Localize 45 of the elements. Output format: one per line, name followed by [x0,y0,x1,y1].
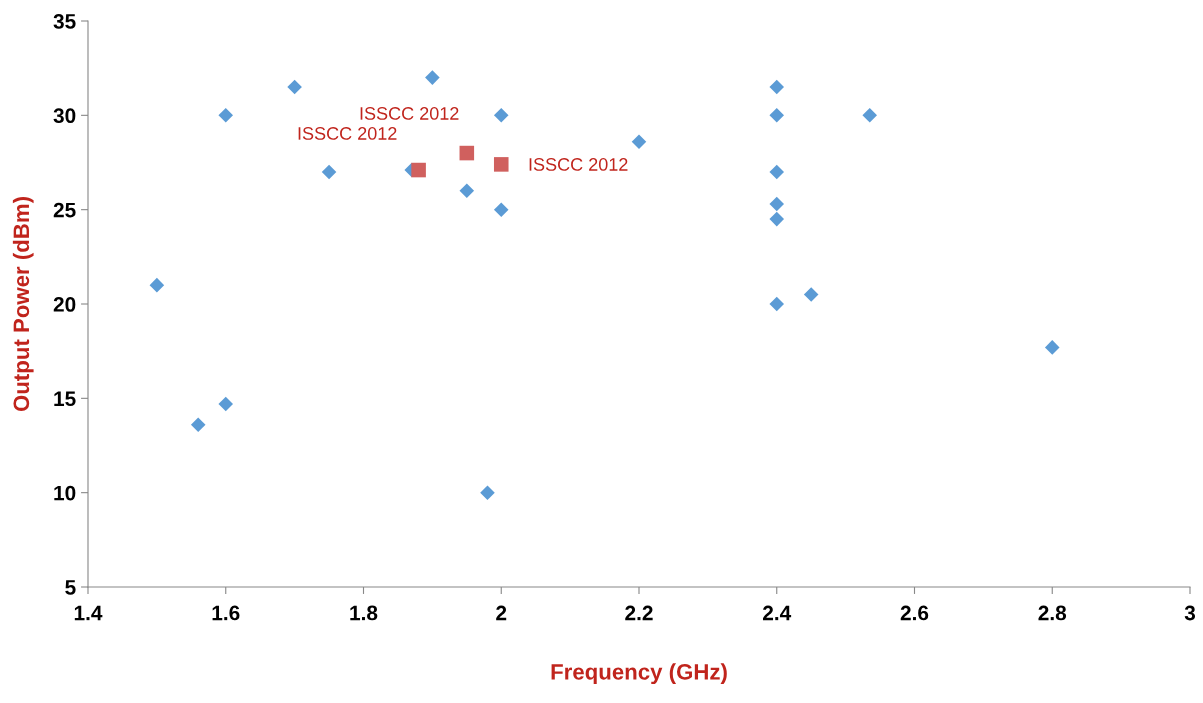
point [769,79,785,95]
x-tick-label: 2.2 [625,605,653,621]
point [287,79,302,95]
x-tick-label: 2.4 [762,605,792,621]
y-axis-title: Output Power (dBm) [12,197,34,412]
point [769,296,785,312]
point [803,287,819,302]
x-tick-label: 2 [496,605,507,621]
x-tick-label: 1.6 [212,605,240,621]
annotation: ISSCC 2012 [529,158,628,171]
x-tick-label: 1.8 [350,605,378,621]
point [862,108,878,123]
x-tick-label: 3 [1184,605,1196,621]
point [321,164,337,180]
point [425,70,440,85]
point [769,164,785,180]
x-tick-label: 2.6 [900,605,929,621]
point [149,277,165,293]
point [218,108,234,123]
point [411,162,426,178]
point [769,211,785,227]
point [459,145,475,161]
x-axis-title: Frequency (GHz) [551,663,727,685]
x-tick-label: 1.4 [74,605,103,621]
y-tick-label: 25 [53,202,76,218]
point [631,134,647,150]
point [493,157,509,172]
point [480,485,495,500]
point [769,196,785,212]
point [218,396,234,412]
point [493,108,509,123]
point [190,417,206,433]
y-tick-label: 5 [65,580,76,595]
point [769,108,785,123]
point [459,183,475,199]
x-tick-label: 2.8 [1038,605,1067,621]
y-tick-label: 10 [54,485,76,501]
annotation: ISSCC 2012 [360,107,459,120]
point [493,202,509,217]
y-tick-label: 20 [53,297,76,312]
annotation: ISSCC 2012 [298,127,397,140]
y-tick-label: 15 [54,391,76,407]
y-tick-label: 30 [53,108,76,124]
y-tick-label: 35 [53,14,76,29]
point [1044,340,1060,355]
